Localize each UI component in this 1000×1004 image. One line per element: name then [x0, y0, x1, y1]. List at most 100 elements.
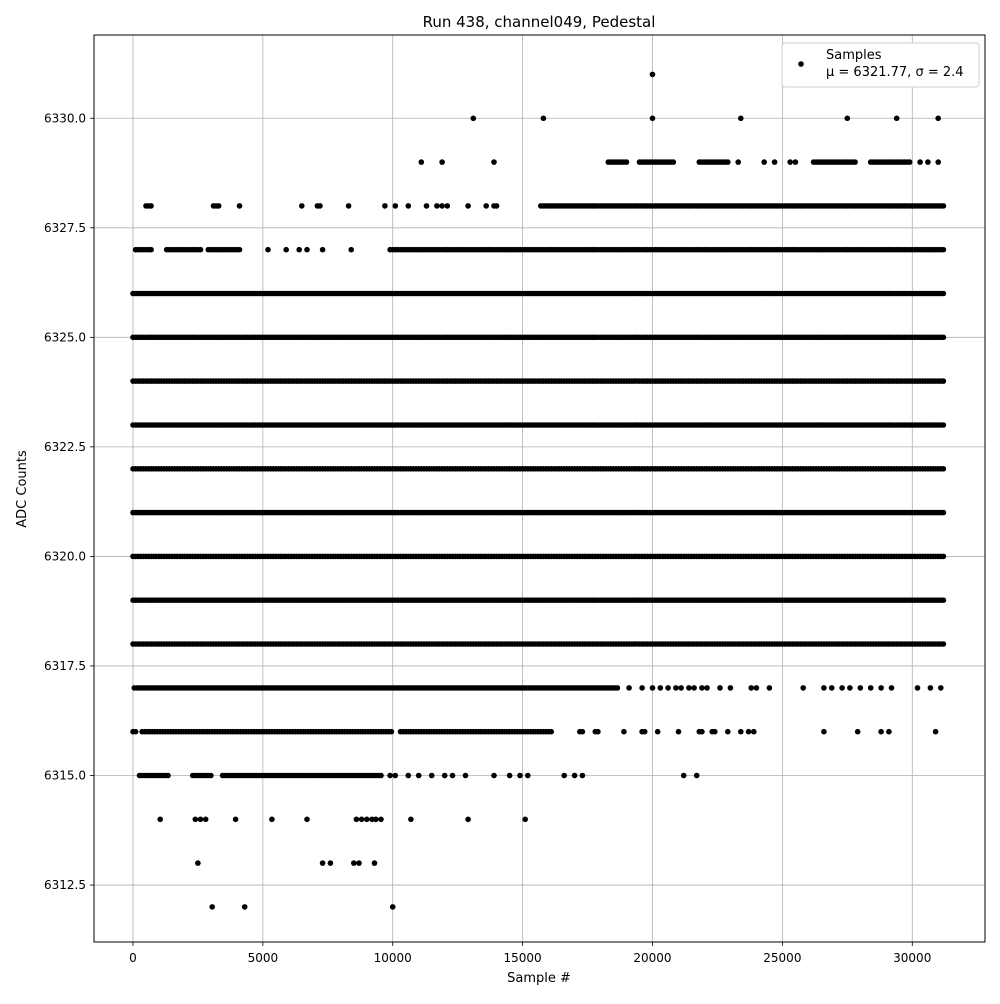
data-point	[771, 159, 778, 165]
data-point	[345, 203, 352, 209]
data-point	[441, 772, 448, 779]
data-point	[415, 772, 422, 779]
data-point	[940, 597, 947, 603]
data-point	[839, 685, 845, 691]
data-point	[465, 203, 471, 209]
data-point	[792, 159, 799, 165]
data-point	[649, 71, 656, 78]
data-point	[935, 115, 941, 122]
data-point	[691, 685, 697, 691]
data-point	[517, 772, 523, 779]
data-point	[828, 685, 835, 691]
data-point	[236, 203, 243, 209]
data-point	[423, 203, 430, 209]
data-point	[621, 728, 627, 735]
data-point	[940, 509, 947, 516]
data-point	[878, 685, 884, 691]
data-point	[940, 334, 947, 341]
data-point	[857, 685, 864, 691]
data-point	[418, 159, 425, 165]
y-tick-label: 6317.5	[44, 659, 86, 673]
data-point	[208, 772, 214, 779]
data-point	[821, 685, 827, 691]
data-point	[649, 115, 656, 122]
data-point	[935, 159, 941, 165]
data-point	[693, 772, 700, 779]
data-point	[751, 728, 757, 735]
data-point	[299, 203, 305, 209]
data-point	[378, 816, 384, 823]
data-point	[940, 203, 947, 209]
data-point	[626, 685, 632, 691]
data-point	[888, 685, 895, 691]
data-point	[209, 904, 215, 910]
data-point	[735, 159, 741, 165]
data-point	[405, 772, 412, 779]
data-point	[319, 860, 326, 866]
data-point	[525, 772, 531, 779]
data-point	[940, 641, 947, 647]
x-tick-label: 20000	[633, 951, 671, 965]
y-tick-label: 6322.5	[44, 440, 86, 454]
data-point	[351, 860, 357, 866]
legend-marker	[798, 61, 804, 67]
data-point	[392, 772, 399, 779]
data-point	[387, 772, 393, 779]
data-point	[462, 772, 469, 779]
axes-frame	[93, 34, 986, 943]
data-point	[444, 203, 451, 209]
data-point	[392, 203, 399, 209]
data-point	[202, 816, 209, 823]
data-point	[925, 159, 931, 165]
y-tick-label: 6312.5	[44, 878, 86, 892]
data-point	[940, 466, 947, 472]
data-point	[639, 685, 645, 691]
data-point	[927, 685, 934, 691]
x-tick-label: 30000	[893, 951, 931, 965]
data-point	[579, 728, 586, 735]
data-point	[132, 728, 139, 735]
data-point	[745, 728, 752, 735]
data-point	[265, 246, 271, 253]
data-point	[356, 860, 362, 866]
data-point	[852, 159, 858, 165]
data-point	[548, 728, 554, 735]
data-point	[353, 816, 360, 823]
y-tick-label: 6315.0	[44, 768, 86, 782]
data-point	[408, 816, 414, 823]
data-point	[748, 685, 754, 691]
data-point	[389, 904, 396, 910]
data-point	[641, 728, 648, 735]
data-point	[491, 772, 497, 779]
data-point	[906, 159, 913, 165]
data-point	[886, 728, 892, 735]
y-tick-label: 6325.0	[44, 330, 86, 344]
data-point	[439, 159, 445, 165]
data-point	[595, 728, 601, 735]
x-axis-label: Sample #	[507, 971, 571, 986]
data-point	[940, 378, 947, 384]
data-point	[675, 728, 682, 735]
data-point	[787, 159, 793, 165]
y-tick-label: 6330.0	[44, 111, 86, 125]
data-point	[673, 685, 679, 691]
data-point	[465, 816, 471, 823]
data-point	[348, 246, 355, 253]
y-tick-label: 6320.0	[44, 549, 86, 563]
data-point	[800, 685, 806, 691]
data-point	[738, 115, 744, 122]
data-point	[434, 203, 440, 209]
x-tick-label: 10000	[374, 951, 412, 965]
data-point	[938, 685, 944, 691]
data-point	[373, 816, 379, 823]
x-tick-label: 15000	[504, 951, 542, 965]
data-point	[917, 159, 923, 165]
data-point	[704, 685, 710, 691]
data-point	[847, 685, 853, 691]
data-point	[327, 860, 334, 866]
data-point	[405, 203, 412, 209]
data-point	[940, 246, 947, 253]
data-point	[717, 685, 723, 691]
data-point	[699, 685, 705, 691]
